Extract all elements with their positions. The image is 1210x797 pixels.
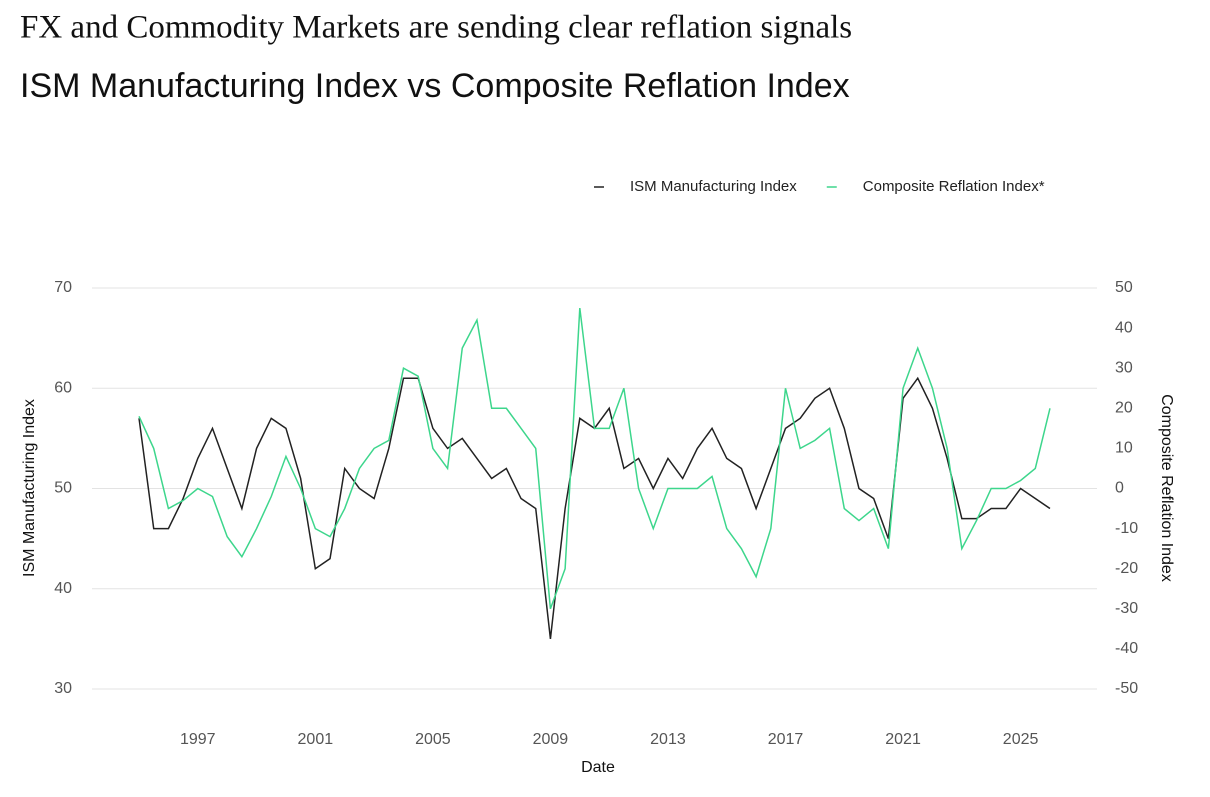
y2-tick-label: 20	[1115, 400, 1133, 417]
y2-tick-label: 40	[1115, 319, 1133, 336]
y2-tick-label: 0	[1115, 480, 1124, 497]
x-tick-label: 1997	[180, 731, 216, 748]
x-axis-label: Date	[581, 759, 615, 776]
y-tick-label: 40	[54, 580, 72, 597]
y-axis-label: ISM Manufacturing Index	[21, 399, 38, 577]
series-line	[138, 376, 1051, 639]
chart-title: ISM Manufacturing Index vs Composite Ref…	[20, 67, 850, 105]
y2-tick-label: 30	[1115, 359, 1133, 376]
y2-axis-label: Composite Reflation Index	[1158, 394, 1175, 582]
y-tick-label: 30	[54, 680, 72, 697]
y2-tick-label: -30	[1115, 600, 1138, 617]
y2-tick-label: 50	[1115, 279, 1133, 296]
x-tick-label: 2009	[533, 731, 569, 748]
x-tick-label: 2021	[885, 731, 921, 748]
series-line	[138, 307, 1051, 610]
y-tick-label: 70	[54, 279, 72, 296]
y-tick-label: 60	[54, 379, 72, 396]
x-tick-label: 2017	[768, 731, 804, 748]
legend-label: ISM Manufacturing Index	[630, 178, 797, 195]
y2-tick-label: -20	[1115, 560, 1138, 577]
y2-tick-label: -10	[1115, 520, 1138, 537]
y-tick-label: 50	[54, 480, 72, 497]
y2-tick-label: -40	[1115, 640, 1138, 657]
x-tick-label: 2001	[298, 731, 334, 748]
legend-label: Composite Reflation Index*	[863, 178, 1045, 195]
y2-tick-label: -50	[1115, 680, 1138, 697]
x-tick-label: 2025	[1003, 731, 1039, 748]
heading: FX and Commodity Markets are sending cle…	[20, 10, 852, 46]
x-tick-label: 2005	[415, 731, 451, 748]
y2-tick-label: 10	[1115, 440, 1133, 457]
x-tick-label: 2013	[650, 731, 686, 748]
